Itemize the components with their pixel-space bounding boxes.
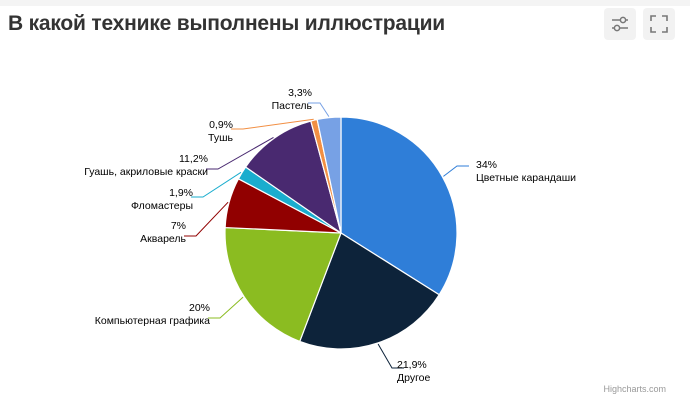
data-label-value: 21,9% bbox=[397, 359, 427, 371]
data-label-name: Цветные карандаши bbox=[476, 172, 576, 184]
filter-button[interactable] bbox=[604, 8, 636, 40]
data-label-value: 7% bbox=[171, 220, 186, 232]
label-connector bbox=[231, 118, 314, 130]
sliders-icon bbox=[612, 16, 628, 32]
pie-slice-другое[interactable] bbox=[299, 232, 440, 350]
data-label-value: 0,9% bbox=[209, 119, 233, 131]
data-label-name: Гуашь, акриловые краски bbox=[84, 166, 208, 178]
data-label-value: 3,3% bbox=[288, 87, 312, 99]
fullscreen-button[interactable] bbox=[643, 8, 675, 40]
data-label-value: 20% bbox=[189, 302, 210, 314]
data-label-name: Пастель bbox=[272, 100, 313, 112]
data-label-name: Компьютерная графика bbox=[95, 315, 210, 327]
data-label-value: 34% bbox=[476, 159, 497, 171]
data-label-value: 11,2% bbox=[179, 153, 208, 165]
data-label-name: Фломастеры bbox=[131, 200, 193, 212]
pie-slice-пастель[interactable] bbox=[316, 116, 342, 234]
pie-slice-компьютерная-графика[interactable] bbox=[224, 226, 342, 343]
label-connector bbox=[443, 165, 469, 177]
chart-title: В какой технике выполнены иллюстрации bbox=[8, 12, 446, 35]
label-connector bbox=[308, 102, 330, 117]
top-strip bbox=[0, 0, 690, 6]
label-connector bbox=[191, 171, 242, 198]
label-connector bbox=[377, 343, 404, 369]
pie-slice-цветные-карандаши[interactable] bbox=[340, 116, 458, 296]
fullscreen-icon bbox=[650, 15, 668, 33]
label-connector bbox=[206, 136, 274, 170]
data-label-name: Другое bbox=[397, 372, 431, 384]
data-label-name: Тушь bbox=[208, 132, 233, 144]
data-label-value: 1,9% bbox=[169, 187, 193, 199]
label-connector bbox=[184, 201, 229, 237]
label-connector bbox=[208, 296, 244, 319]
data-label-name: Акварель bbox=[140, 233, 186, 245]
pie-slice-гуашь-акриловые-краски[interactable] bbox=[245, 120, 342, 234]
credits-link[interactable]: Highcharts.com bbox=[603, 384, 666, 394]
